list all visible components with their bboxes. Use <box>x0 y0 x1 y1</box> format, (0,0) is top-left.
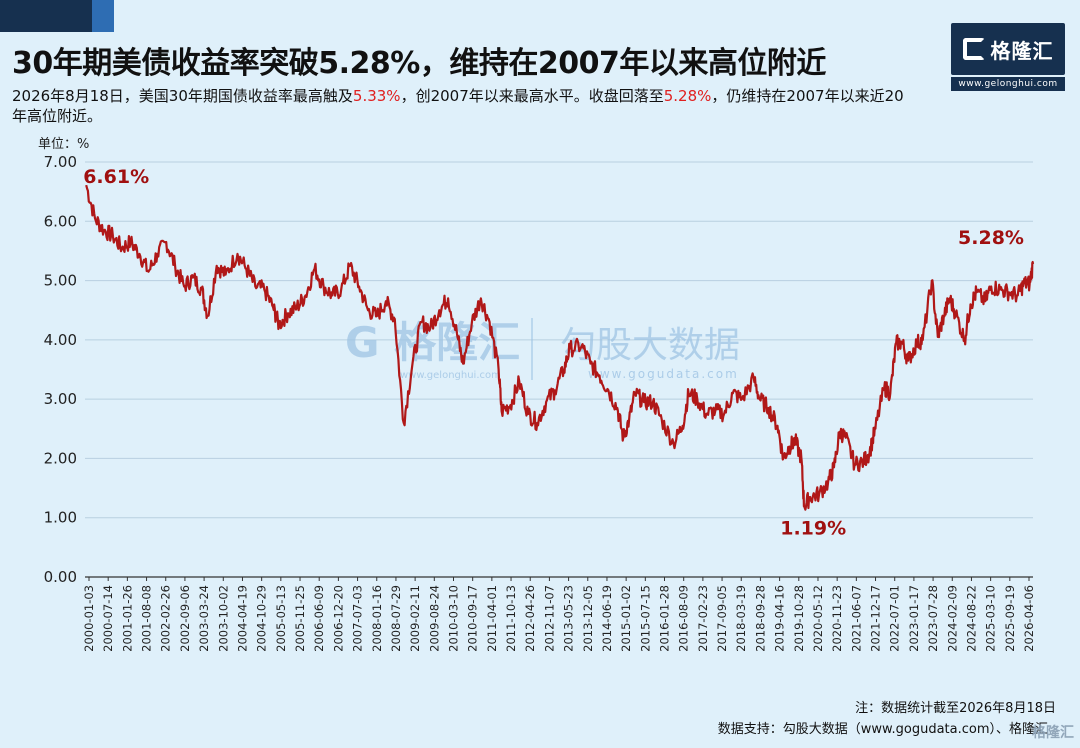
x-tick-label: 2016-01-28 <box>658 585 672 652</box>
x-tick-label: 2018-03-19 <box>734 585 748 652</box>
x-tick-label: 2011-04-01 <box>485 585 499 652</box>
x-tick-label: 2023-01-17 <box>907 585 921 652</box>
x-tick-label: 2012-11-07 <box>542 585 556 652</box>
x-tick-label: 2004-10-29 <box>255 585 269 652</box>
subtitle-highlight: 5.33% <box>352 87 401 105</box>
x-tick-label: 2014-06-19 <box>600 585 614 652</box>
subtitle-highlight: 5.28% <box>663 87 712 105</box>
x-tick-label: 2011-10-13 <box>504 585 518 652</box>
x-tick-label: 2013-12-05 <box>581 585 595 652</box>
x-tick-label: 2001-08-08 <box>140 585 154 652</box>
annotation-label: 6.61% <box>83 166 149 188</box>
corner-accent-dark <box>0 0 92 32</box>
x-tick-label: 2016-08-09 <box>677 585 691 652</box>
x-tick-label: 2006-06-09 <box>312 585 326 652</box>
x-tick-label: 2024-02-09 <box>945 585 959 652</box>
x-tick-label: 2001-01-26 <box>120 585 134 652</box>
x-tick-label: 2009-02-11 <box>408 585 422 652</box>
page-title: 30年期美债收益率突破5.28%，维持在2007年以来高位附近 <box>12 46 826 81</box>
x-tick-label: 2012-04-26 <box>523 585 537 652</box>
y-tick-label: 2.00 <box>44 449 77 467</box>
y-tick-label: 7.00 <box>44 153 77 171</box>
x-tick-label: 2006-12-20 <box>331 585 345 652</box>
x-tick-label: 2002-09-06 <box>178 585 192 652</box>
x-tick-label: 2019-10-28 <box>792 585 806 652</box>
x-tick-label: 2020-11-23 <box>830 585 844 652</box>
x-tick-label: 2000-01-03 <box>82 585 96 652</box>
annotation-label: 1.19% <box>780 517 846 539</box>
x-tick-label: 2005-05-13 <box>274 585 288 652</box>
brand-url: www.gelonghui.com <box>951 77 1065 91</box>
watermark-url-right: www.gogudata.com <box>588 367 739 381</box>
x-tick-label: 2015-07-15 <box>638 585 652 652</box>
x-tick-label: 2010-03-10 <box>446 585 460 652</box>
x-tick-label: 2008-01-16 <box>370 585 384 652</box>
y-tick-label: 5.00 <box>44 272 77 290</box>
x-tick-label: 2009-08-24 <box>427 585 441 652</box>
x-tick-label: 2021-12-17 <box>869 585 883 652</box>
x-tick-label: 2015-01-02 <box>619 585 633 652</box>
y-tick-label: 3.00 <box>44 390 77 408</box>
footnote-date: 注：数据统计截至2026年8月18日 <box>855 701 1056 716</box>
page-subtitle: 2026年8月18日，美国30年期国债收益率最高触及5.33%，创2007年以来… <box>12 86 912 126</box>
x-tick-label: 2025-09-19 <box>1003 585 1017 652</box>
x-tick-label: 2013-05-23 <box>562 585 576 652</box>
x-tick-label: 2008-07-29 <box>389 585 403 652</box>
x-tick-label: 2000-07-14 <box>101 585 115 652</box>
brand-logo: 格隆汇 <box>951 23 1065 75</box>
brand-g-icon <box>962 38 985 60</box>
x-tick-label: 2010-09-17 <box>466 585 480 652</box>
y-tick-label: 0.00 <box>44 568 77 586</box>
watermark-gogudata: 勾股大数据 <box>560 325 740 366</box>
x-tick-label: 2004-04-19 <box>235 585 249 652</box>
x-tick-label: 2017-02-23 <box>696 585 710 652</box>
x-tick-label: 2017-09-05 <box>715 585 729 652</box>
subtitle-text: 2026年8月18日，美国30年期国债收益率最高触及 <box>12 87 353 105</box>
x-tick-label: 2005-11-25 <box>293 585 307 652</box>
x-tick-label: 2021-06-07 <box>849 585 863 652</box>
y-tick-label: 1.00 <box>44 509 77 527</box>
watermark-url-left: www.gelonghui.com <box>400 370 501 381</box>
bottom-watermark: 格隆汇 <box>1032 725 1074 741</box>
annotation-label: 5.28% <box>958 227 1024 249</box>
x-tick-label: 2023-07-28 <box>926 585 940 652</box>
x-tick-label: 2024-08-22 <box>964 585 978 652</box>
yield-line-chart: 0.001.002.003.004.005.006.007.00G 格隆汇 勾股大… <box>44 153 1036 652</box>
subtitle-text: ，创2007年以来最高水平。收盘回落至 <box>400 87 664 105</box>
unit-label: 单位：% <box>38 137 90 152</box>
x-tick-label: 2003-10-02 <box>216 585 230 652</box>
y-tick-label: 4.00 <box>44 331 77 349</box>
corner-accent-blue <box>92 0 114 32</box>
x-tick-label: 2018-09-28 <box>753 585 767 652</box>
x-tick-label: 2025-03-10 <box>984 585 998 652</box>
x-tick-label: 2003-03-24 <box>197 585 211 652</box>
x-tick-label: 2002-02-26 <box>159 585 173 652</box>
footnote-source: 数据支持：勾股大数据（www.gogudata.com）、格隆汇 <box>717 722 1048 737</box>
x-tick-label: 2020-05-12 <box>811 585 825 652</box>
yield-series-line <box>85 184 1035 511</box>
x-tick-label: 2026-04-06 <box>1022 585 1036 652</box>
subtitle-text: ，仍维持在2007年以来近20年高位附近。 <box>12 87 904 125</box>
y-tick-label: 6.00 <box>44 212 77 230</box>
brand-name: 格隆汇 <box>990 38 1054 63</box>
x-tick-label: 2019-04-16 <box>773 585 787 652</box>
x-tick-label: 2007-07-03 <box>351 585 365 652</box>
x-tick-label: 2022-07-01 <box>888 585 902 652</box>
